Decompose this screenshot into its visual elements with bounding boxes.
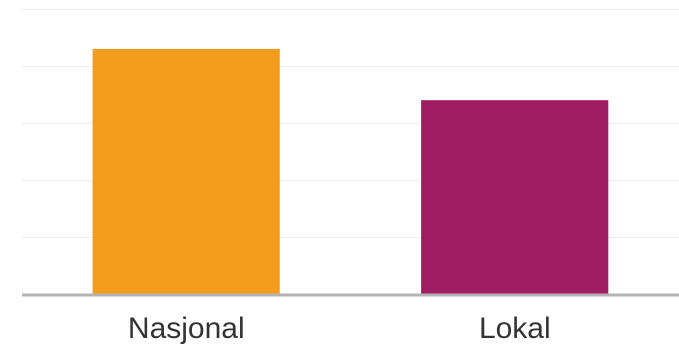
x-tick-label-lokal: Lokal [479, 312, 551, 345]
x-tick-labels: Nasjonal Lokal [128, 312, 551, 345]
bar-lokal [421, 100, 609, 294]
bars [92, 48, 609, 295]
x-tick-label-nasjonal: Nasjonal [128, 312, 245, 345]
bar-nasjonal [92, 48, 280, 295]
